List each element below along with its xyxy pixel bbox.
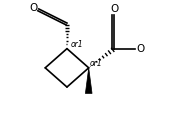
Text: O: O [136, 44, 144, 54]
Text: or1: or1 [70, 40, 83, 49]
Text: or1: or1 [89, 59, 102, 68]
Polygon shape [85, 68, 92, 93]
Text: O: O [110, 4, 118, 14]
Text: O: O [29, 3, 37, 13]
